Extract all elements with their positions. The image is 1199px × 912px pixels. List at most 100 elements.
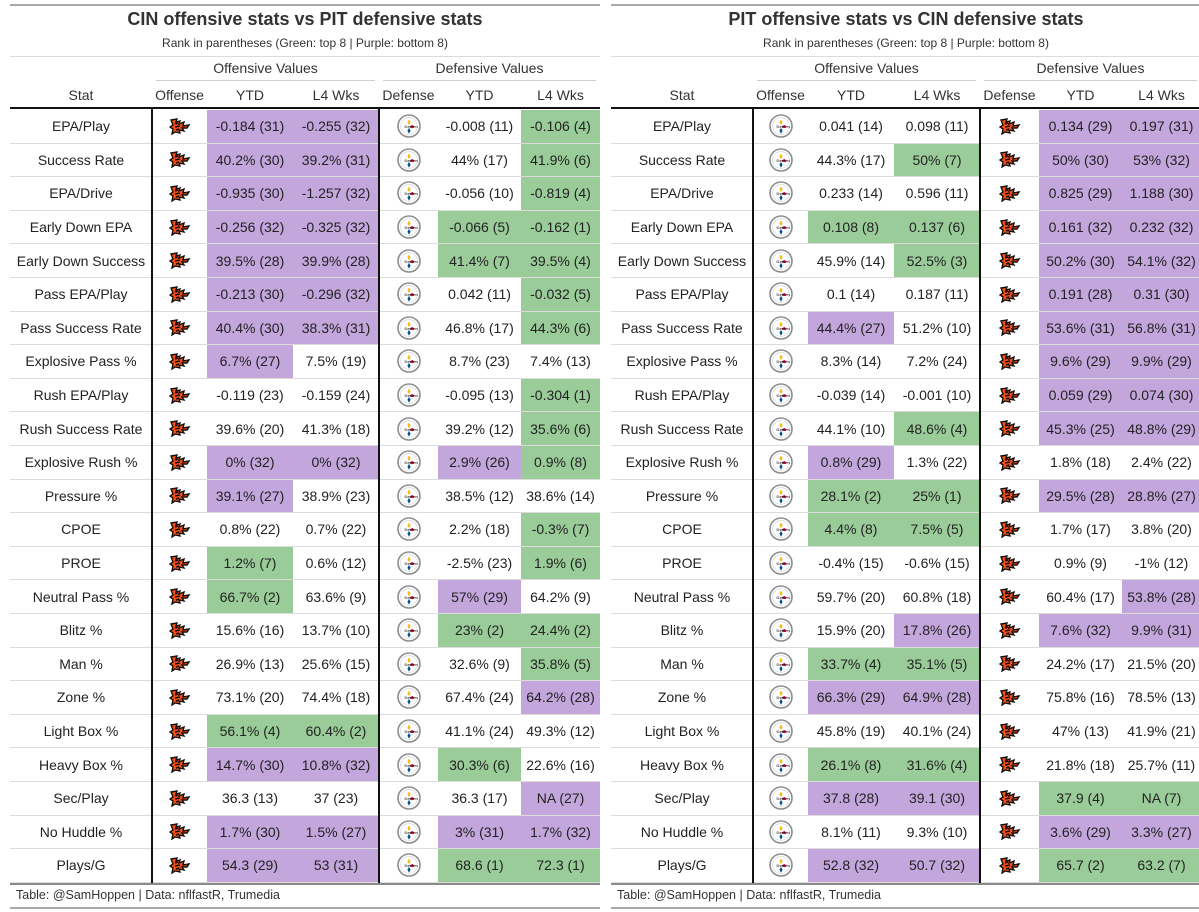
offense-l4-value: 39.9% (28) bbox=[293, 244, 379, 277]
offense-l4-value: 52.5% (3) bbox=[894, 244, 980, 277]
col-header-ytd: YTD bbox=[837, 87, 865, 103]
defense-l4-value: 78.5% (13) bbox=[1127, 689, 1196, 706]
stat-name: Man % bbox=[59, 655, 103, 672]
bengals-logo-icon bbox=[980, 110, 1039, 143]
offense-l4-value: 53 (31) bbox=[293, 849, 379, 882]
offense-ytd-value: 44.4% (27) bbox=[808, 311, 894, 345]
stat-name: Rush Success Rate bbox=[19, 420, 143, 437]
steelers-logo-icon: Steelers bbox=[753, 144, 808, 177]
bengals-logo-icon bbox=[980, 412, 1039, 445]
svg-text:Steelers: Steelers bbox=[404, 259, 418, 263]
bengals-logo-icon bbox=[980, 244, 1039, 277]
bengals-logo-icon bbox=[152, 816, 207, 849]
table-row: Success Rate Steelers 44.3% (17) 50% (7) 50%… bbox=[611, 143, 1199, 178]
svg-text:Steelers: Steelers bbox=[776, 327, 790, 331]
offense-ytd-value: 0.233 (14) bbox=[819, 185, 883, 202]
steelers-logo-icon: Steelers bbox=[379, 211, 438, 244]
steelers-logo-icon: Steelers bbox=[753, 782, 808, 815]
stat-name: Pass Success Rate bbox=[20, 319, 142, 336]
defense-l4-value: 48.8% (29) bbox=[1122, 412, 1199, 445]
defense-ytd-value: 29.5% (28) bbox=[1039, 479, 1122, 513]
offense-l4-value: 13.7% (10) bbox=[301, 622, 371, 639]
defense-ytd-value: 65.7 (2) bbox=[1039, 849, 1122, 882]
steelers-logo-icon: Steelers bbox=[379, 715, 438, 748]
defense-ytd-value: 39.2% (12) bbox=[445, 420, 514, 437]
steelers-logo-icon: Steelers bbox=[753, 816, 808, 849]
defense-l4-value: 41.9% (21) bbox=[1127, 723, 1196, 740]
bengals-logo-icon bbox=[152, 211, 207, 244]
offense-group-rule bbox=[156, 80, 375, 81]
defense-l4-value: 25.7% (11) bbox=[1127, 756, 1196, 773]
defense-l4-value: 9.9% (29) bbox=[1122, 345, 1199, 378]
steelers-logo-icon: Steelers bbox=[753, 379, 808, 412]
right-table-panel: PIT offensive stats vs CIN defensive sta… bbox=[611, 0, 1199, 912]
table-row: Early Down Success Steelers 45.9% (14) 52.5… bbox=[611, 244, 1199, 278]
defense-l4-value: 39.5% (4) bbox=[521, 244, 600, 277]
bengals-logo-icon bbox=[980, 177, 1039, 210]
stat-name: Explosive Pass % bbox=[626, 353, 738, 370]
bengals-logo-icon bbox=[980, 480, 1039, 513]
table-row: Heavy Box % Steelers 14.7% (30) 10.8% (32) 3… bbox=[10, 748, 600, 782]
svg-text:Steelers: Steelers bbox=[776, 125, 790, 129]
offense-ytd-value: 66.7% (2) bbox=[207, 580, 293, 613]
offense-l4-value: 51.2% (10) bbox=[902, 319, 972, 336]
offense-l4-value: 31.6% (4) bbox=[894, 748, 980, 781]
steelers-logo-icon: Steelers bbox=[753, 211, 808, 244]
table-row: Sec/Play Steelers 37.8 (28) 39.1 (30) 37.9 (… bbox=[611, 782, 1199, 816]
stat-name: EPA/Drive bbox=[650, 185, 714, 202]
table-row: Explosive Rush % Steelers 0.8% (29) 1.3% (2… bbox=[611, 446, 1199, 480]
offense-ytd-value: 56.1% (4) bbox=[207, 714, 293, 748]
defense-ytd-value: 0.059 (29) bbox=[1039, 378, 1122, 412]
defense-l4-value: 0.9% (8) bbox=[521, 446, 600, 479]
steelers-logo-icon: Steelers bbox=[753, 412, 808, 445]
steelers-logo-icon: Steelers bbox=[753, 748, 808, 781]
stat-name: Sec/Play bbox=[53, 790, 109, 807]
bengals-logo-icon bbox=[980, 345, 1039, 378]
offense-l4-value: 1.3% (22) bbox=[906, 454, 968, 471]
offense-l4-value: 7.5% (5) bbox=[894, 513, 980, 546]
offense-l4-value: 38.3% (31) bbox=[293, 311, 379, 345]
col-header-l4: L4 Wks bbox=[537, 87, 584, 103]
table-row: Man % Steelers 26.9% (13) 25.6% (15) 32.6% (… bbox=[10, 647, 600, 682]
offense-ytd-value: 54.3 (29) bbox=[207, 849, 293, 882]
steelers-logo-icon: Steelers bbox=[379, 816, 438, 849]
steelers-logo-icon: Steelers bbox=[379, 244, 438, 277]
offense-l4-value: 25.6% (15) bbox=[301, 655, 371, 672]
bengals-logo-icon bbox=[152, 446, 207, 479]
offense-ytd-value: 0.1 (14) bbox=[826, 286, 876, 303]
col-header-l4: L4 Wks bbox=[312, 87, 360, 103]
table-row: Zone % Steelers 73.1% (20) 74.4% (18) 67.4% … bbox=[10, 681, 600, 715]
header-rule bbox=[10, 56, 600, 57]
defense-ytd-value: 0.191 (28) bbox=[1039, 278, 1122, 311]
table-title: CIN offensive stats vs PIT defensive sta… bbox=[127, 9, 483, 29]
defense-ytd-value: 3% (31) bbox=[438, 815, 521, 849]
defense-group-rule bbox=[383, 80, 596, 81]
defense-ytd-value: 9.6% (29) bbox=[1039, 345, 1122, 378]
offensive-values-label: Offensive Values bbox=[814, 60, 919, 76]
svg-text:Steelers: Steelers bbox=[776, 663, 790, 667]
defense-l4-value: 72.3 (1) bbox=[521, 849, 600, 882]
svg-text:Steelers: Steelers bbox=[776, 528, 790, 532]
steelers-logo-icon: Steelers bbox=[379, 681, 438, 714]
col-header-ytd: YTD bbox=[465, 87, 494, 103]
defense-ytd-value: 60.4% (17) bbox=[1046, 588, 1115, 605]
defense-ytd-value: 41.4% (7) bbox=[438, 244, 521, 277]
offense-ytd-value: 44.1% (10) bbox=[816, 420, 886, 437]
defense-l4-value: 35.8% (5) bbox=[521, 647, 600, 681]
table-row: Explosive Rush % Steelers 0% (32) 0% (32) 2.… bbox=[10, 446, 600, 480]
stat-name: Rush EPA/Play bbox=[33, 387, 129, 404]
offense-l4-value: 39.2% (31) bbox=[293, 143, 379, 177]
table-row: Plays/G Steelers 54.3 (29) 53 (31) 68.6 (1) 7… bbox=[10, 849, 600, 883]
offense-ytd-value: 6.7% (27) bbox=[207, 345, 293, 378]
defense-l4-value: NA (7) bbox=[1122, 782, 1199, 815]
col-header-stat: Stat bbox=[669, 87, 695, 103]
defense-ytd-value: 50% (30) bbox=[1039, 143, 1122, 177]
steelers-logo-icon: Steelers bbox=[753, 614, 808, 647]
stat-name: PROE bbox=[662, 555, 702, 572]
defense-ytd-value: 46.8% (17) bbox=[445, 319, 514, 336]
bengals-logo-icon bbox=[152, 345, 207, 378]
offense-ytd-value: -0.039 (14) bbox=[816, 387, 886, 404]
table-row: Blitz % Steelers 15.9% (20) 17.8% (26) 7.6% … bbox=[611, 614, 1199, 648]
offense-ytd-value: -0.184 (31) bbox=[207, 110, 293, 143]
steelers-logo-icon: Steelers bbox=[753, 278, 808, 311]
